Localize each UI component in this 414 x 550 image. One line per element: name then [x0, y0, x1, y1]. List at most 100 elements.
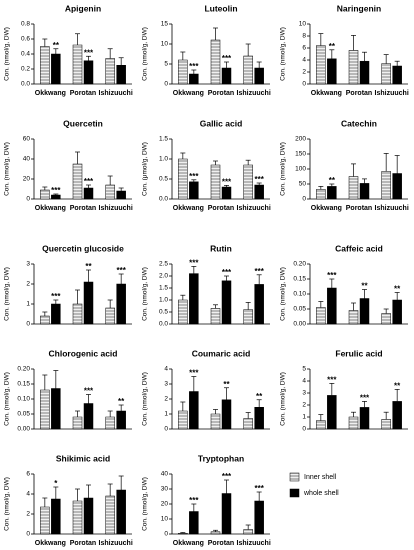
bar: [381, 171, 391, 200]
y-tick-label: 0: [26, 321, 30, 328]
x-tick-label: Ishizuuchi: [375, 90, 409, 97]
y-tick-label: 50: [299, 181, 307, 188]
significance: ***: [327, 271, 337, 280]
y-axis-label: Con. (nmol/g, DW): [142, 267, 149, 321]
y-tick-label: 20: [161, 501, 169, 508]
significance: ***: [189, 172, 199, 181]
x-tick-label: Porotan: [208, 205, 234, 212]
y-tick-label: 1: [302, 414, 306, 421]
bar: [316, 45, 326, 85]
chart-title: Ferulic acid: [335, 348, 382, 358]
significance: ***: [51, 186, 61, 195]
bar: [83, 281, 94, 325]
bar: [381, 419, 391, 430]
legend-label: whole shell: [303, 490, 339, 497]
bar: [83, 497, 94, 535]
significance: ***: [254, 484, 264, 493]
bar: [116, 65, 126, 85]
y-tick-label: 10: [161, 41, 169, 48]
x-tick-label: Okkwang: [35, 205, 66, 212]
y-tick-label: 6: [302, 45, 306, 52]
chart-title: Catechin: [341, 118, 377, 128]
bar: [254, 67, 264, 85]
y-axis-label: Con. (nmol/g, DW): [280, 267, 287, 321]
bar: [72, 500, 83, 535]
significance: ***: [84, 48, 94, 57]
chart-title: Tryptophan: [198, 453, 244, 463]
bar: [254, 407, 264, 430]
bar: [189, 73, 199, 85]
bar: [83, 60, 94, 85]
x-tick-label: Okkwang: [35, 540, 66, 547]
y-axis-label: Con. (nmol/g, DW): [280, 372, 287, 426]
significance: ***: [51, 292, 61, 301]
legend-swatch: [289, 488, 300, 498]
bar: [40, 506, 50, 535]
y-tick-label: 0.4: [21, 51, 30, 58]
y-tick-label: 0: [164, 81, 168, 88]
bar: [40, 315, 50, 325]
chart-title: Shikimic acid: [56, 453, 110, 463]
bar: [178, 59, 188, 85]
y-tick-label: 0.15: [17, 381, 30, 388]
y-tick-label: 0: [26, 196, 30, 203]
y-tick-label: 1.0: [159, 297, 168, 304]
y-tick-label: 2: [164, 396, 168, 403]
y-tick-label: 0: [164, 531, 168, 538]
y-tick-label: 150: [295, 151, 306, 158]
bar: [72, 44, 83, 85]
significance: ***: [222, 472, 232, 481]
bar: [254, 184, 264, 200]
significance: ***: [222, 268, 232, 277]
significance: ***: [360, 394, 370, 403]
x-tick-label: Ishizuuchi: [237, 90, 271, 97]
x-tick-label: Porotan: [346, 205, 372, 212]
y-axis-label: Con. (μmol/g, DW): [142, 142, 149, 196]
y-tick-label: 0.0: [159, 321, 168, 328]
chart-title: Coumaric acid: [192, 348, 251, 358]
bar: [243, 529, 253, 535]
bar: [178, 410, 188, 430]
y-tick-label: 40: [23, 156, 31, 163]
chart-title: Chlorogenic acid: [49, 348, 118, 358]
bar: [348, 176, 359, 200]
bar: [221, 67, 232, 85]
y-tick-label: 1: [26, 301, 30, 308]
y-tick-label: 5: [164, 61, 168, 68]
y-tick-label: 0.5: [159, 176, 168, 183]
significance: ***: [189, 259, 199, 268]
y-tick-label: 3: [302, 390, 306, 397]
y-tick-label: 0.15: [293, 276, 306, 283]
bar: [221, 399, 232, 430]
y-tick-label: 10: [299, 21, 307, 28]
bar: [178, 158, 188, 200]
y-tick-label: 0: [302, 196, 306, 203]
bar: [116, 283, 126, 325]
significance: ***: [116, 266, 126, 275]
y-tick-label: 0.5: [159, 309, 168, 316]
y-tick-label: 0.0: [159, 196, 168, 203]
bar: [51, 194, 61, 200]
x-tick-label: Ishizuuchi: [99, 205, 133, 212]
y-tick-label: 0.2: [21, 66, 30, 73]
y-tick-label: 4: [302, 378, 306, 385]
x-tick-label: Porotan: [70, 540, 96, 547]
x-tick-label: Porotan: [208, 540, 234, 547]
bar: [348, 50, 359, 85]
bar: [348, 310, 359, 325]
y-tick-label: 0: [26, 531, 30, 538]
legend-label: Inner shell: [304, 474, 337, 481]
bar: [221, 280, 232, 325]
bar: [392, 299, 402, 325]
bar: [243, 418, 253, 430]
bar: [83, 187, 94, 200]
bar: [105, 184, 115, 200]
bar: [392, 401, 402, 430]
significance: ***: [254, 175, 264, 184]
bar: [359, 407, 370, 430]
bar: [221, 186, 232, 200]
significance: ***: [254, 267, 264, 276]
y-tick-label: 1: [164, 411, 168, 418]
bar: [105, 307, 115, 325]
